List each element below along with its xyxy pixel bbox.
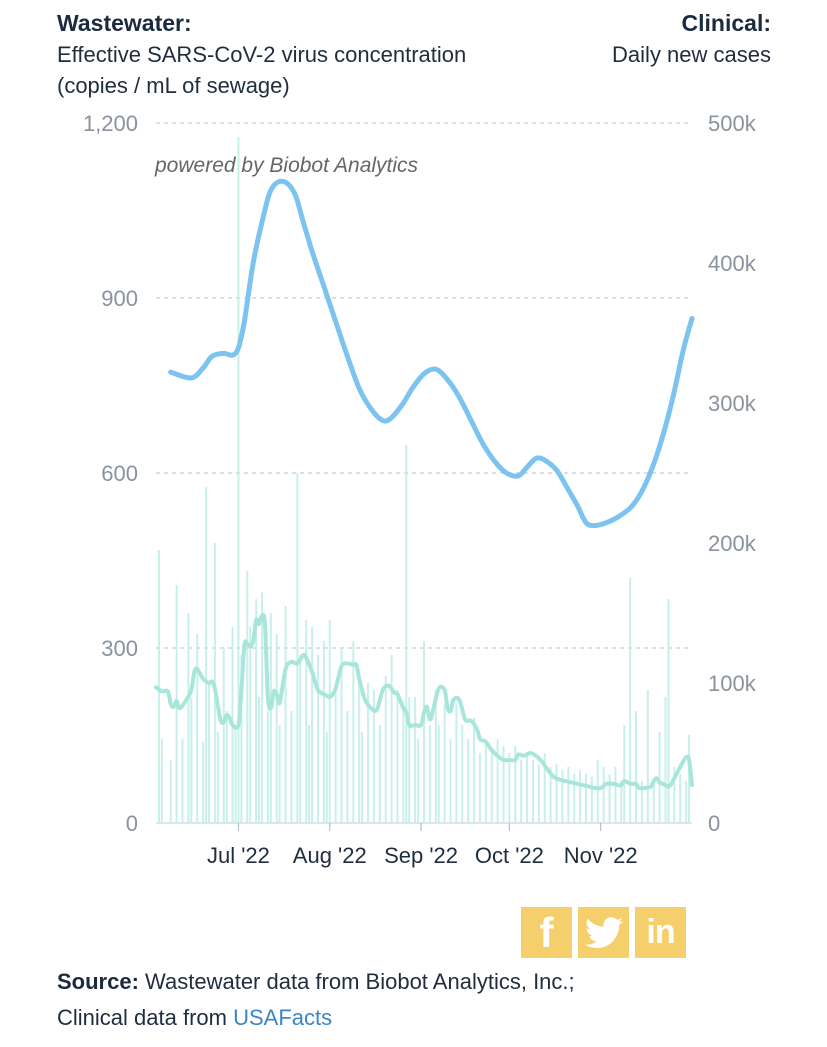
facebook-share-button[interactable]: f xyxy=(521,907,572,958)
watermark-text: powered by Biobot Analytics xyxy=(154,154,419,177)
x-tick-label: Nov '22 xyxy=(564,843,638,868)
source-line2: Clinical data from xyxy=(57,1005,234,1030)
y-left-tick-label: 900 xyxy=(101,286,138,311)
y-left-tick-label: 0 xyxy=(126,811,138,836)
x-tick-label: Aug '22 xyxy=(293,843,367,868)
right-axis-header: Clinical: Daily new cases xyxy=(551,8,771,70)
y-right-tick-label: 500k xyxy=(708,111,757,136)
left-axis-subtitle-line1: Effective SARS-CoV-2 virus concentration xyxy=(57,42,467,67)
y-left-tick-label: 1,200 xyxy=(83,111,138,136)
y-right-tick-label: 0 xyxy=(708,811,720,836)
cases-average-line xyxy=(154,612,694,791)
x-tick-label: Sep '22 xyxy=(384,843,458,868)
linkedin-share-button[interactable]: in xyxy=(635,907,686,958)
right-axis-subtitle: Daily new cases xyxy=(612,42,771,67)
source-label: Source: xyxy=(57,969,139,994)
y-left-tick-label: 600 xyxy=(101,461,138,486)
left-axis-title: Wastewater: xyxy=(57,10,192,36)
wastewater-clinical-chart[interactable]: powered by Biobot Analytics 0 300 600 900 1,… xyxy=(0,0,827,900)
right-axis-title: Clinical: xyxy=(681,10,771,36)
twitter-share-button[interactable] xyxy=(578,907,629,958)
linkedin-icon: in xyxy=(646,913,675,951)
facebook-icon: f xyxy=(539,908,554,956)
left-axis-subtitle-line2: (copies / mL of sewage) xyxy=(57,73,290,98)
y-right-tick-label: 200k xyxy=(708,531,757,556)
usafacts-link[interactable]: USAFacts xyxy=(233,1005,333,1030)
twitter-icon xyxy=(584,916,623,948)
y-right-tick-label: 300k xyxy=(708,391,757,416)
source-note: Source: Wastewater data from Biobot Anal… xyxy=(57,964,777,1036)
series-lines xyxy=(154,178,695,791)
x-tick-label: Oct '22 xyxy=(475,843,544,868)
y-right-tick-label: 400k xyxy=(708,251,757,276)
y-left-tick-label: 300 xyxy=(101,636,138,661)
share-buttons: f in xyxy=(521,907,686,958)
left-axis-header: Wastewater: Effective SARS-CoV-2 virus c… xyxy=(57,8,577,101)
source-line1: Wastewater data from Biobot Analytics, I… xyxy=(145,969,575,994)
axis-labels: 0 300 600 900 1,200 0 100k 200k 300k 400k 500k Jul … xyxy=(83,111,757,868)
wastewater-line xyxy=(168,178,695,529)
x-tick-label: Jul '22 xyxy=(207,843,270,868)
y-right-tick-label: 100k xyxy=(708,671,757,696)
